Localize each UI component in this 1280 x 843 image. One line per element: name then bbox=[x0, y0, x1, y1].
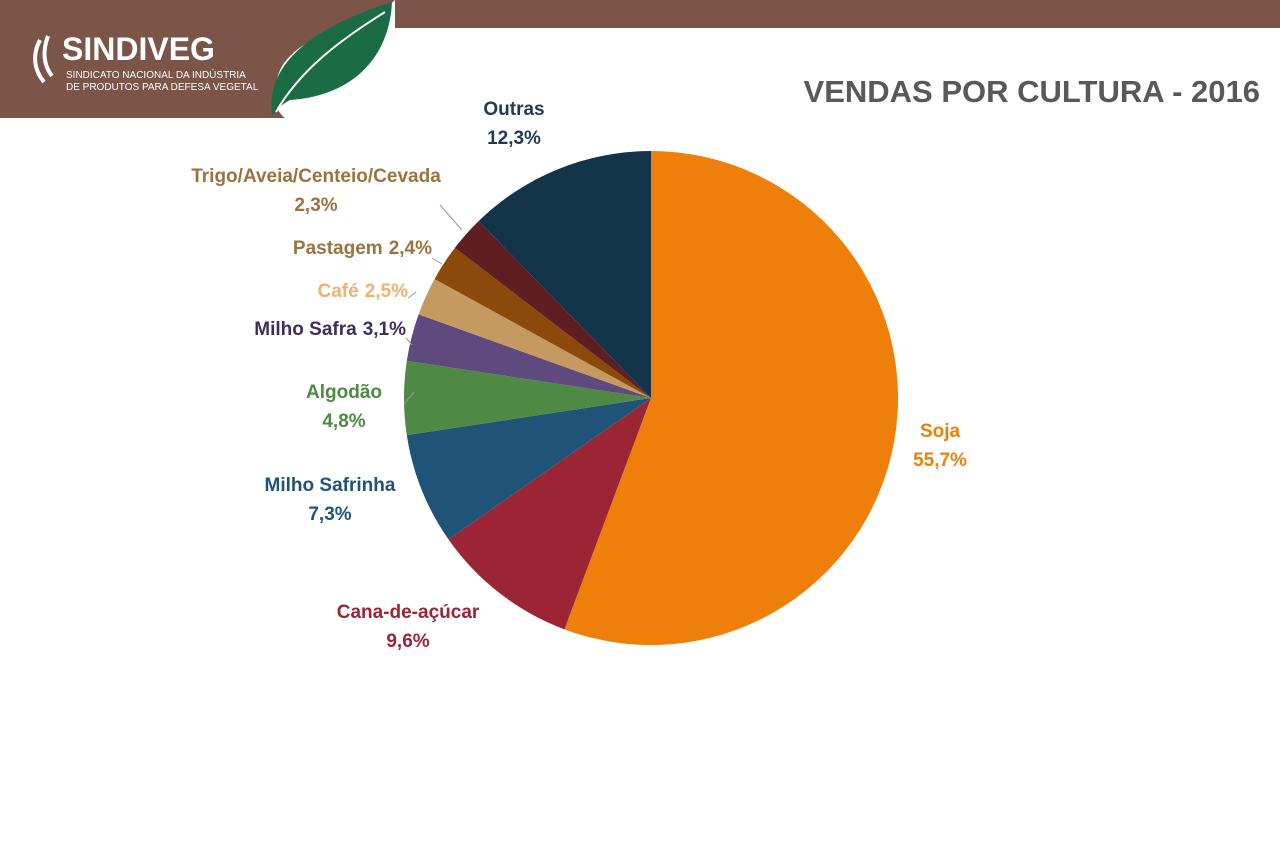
logo-subtext: DE PRODUTOS PARA DEFESA VEGETAL bbox=[66, 82, 259, 93]
slice-label: Algodão 4,8% bbox=[306, 382, 382, 432]
value-label: 2,5% bbox=[365, 281, 408, 302]
labels: Soja 55,7% Cana-de-açúcar 9,6% Milho Safrinh… bbox=[191, 99, 967, 652]
pie-slice bbox=[454, 221, 651, 398]
pie-slice bbox=[418, 279, 651, 398]
leader-line bbox=[431, 257, 443, 265]
pie-slice bbox=[434, 247, 651, 398]
leader-line bbox=[403, 391, 415, 405]
pie-slice bbox=[404, 360, 651, 436]
logo-subtext: SINDICATO NACIONAL DA INDÚSTRIA bbox=[66, 68, 246, 81]
value-label: 2,4% bbox=[389, 238, 432, 259]
category-label: Soja bbox=[920, 421, 961, 442]
category-label: Milho Safrinha bbox=[265, 475, 396, 496]
category-label: Pastagem bbox=[293, 238, 383, 259]
value-label: 55,7% bbox=[913, 450, 967, 471]
leaf bbox=[271, 2, 392, 115]
slice-label: Soja 55,7% bbox=[913, 421, 967, 471]
value-label: 2,3% bbox=[294, 195, 337, 216]
value-label: 12,3% bbox=[487, 128, 541, 149]
category-label: Algodão bbox=[306, 382, 382, 403]
slice-label: Outras 12,3% bbox=[483, 99, 544, 149]
value-label: 7,3% bbox=[308, 504, 351, 525]
chart-title: VENDAS POR CULTURA - 2016 bbox=[804, 74, 1260, 109]
logo-icon bbox=[33, 35, 54, 84]
pie-slice bbox=[478, 151, 651, 398]
category-label: Trigo/Aveia/Centeio/Cevada bbox=[191, 166, 441, 187]
leader-line bbox=[439, 204, 463, 231]
category-label: Outras bbox=[483, 99, 544, 120]
category-label: Cana-de-açúcar bbox=[337, 602, 480, 623]
leader-line bbox=[405, 337, 413, 346]
leaf-vein bbox=[275, 11, 386, 113]
pie-slice bbox=[564, 151, 899, 645]
logo-text: SINDIVEG bbox=[62, 31, 215, 67]
pie bbox=[404, 151, 899, 645]
slice-label: Milho Safrinha 7,3% bbox=[265, 475, 396, 525]
category-label: Milho Safra bbox=[254, 319, 357, 340]
leader-line bbox=[407, 291, 417, 299]
slice-label: Café 2,5% bbox=[318, 281, 409, 302]
category-label: Café bbox=[318, 281, 359, 302]
slice-label: Pastagem 2,4% bbox=[293, 238, 432, 259]
slice-label: Milho Safra 3,1% bbox=[254, 319, 406, 340]
pie-slice bbox=[406, 398, 651, 540]
slice-label: Cana-de-açúcar 9,6% bbox=[337, 602, 480, 652]
pie-slice bbox=[406, 314, 651, 398]
pie-slice bbox=[448, 398, 651, 630]
value-label: 4,8% bbox=[322, 411, 365, 432]
slice-label: Trigo/Aveia/Centeio/Cevada 2,3% bbox=[191, 166, 441, 216]
value-label: 3,1% bbox=[363, 319, 406, 340]
value-label: 9,6% bbox=[386, 631, 429, 652]
